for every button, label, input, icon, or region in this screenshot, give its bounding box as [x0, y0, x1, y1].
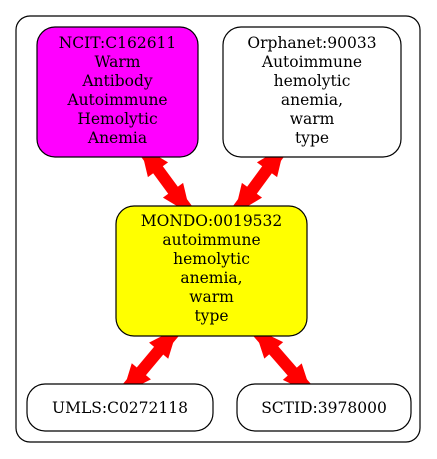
node-box	[236, 383, 412, 432]
node-label-line: Autoimmune	[261, 53, 362, 71]
node-umls: UMLS:C0272118	[26, 383, 214, 432]
node-label-line: Warm	[95, 53, 141, 71]
node-label-line: Anemia	[87, 129, 147, 147]
node-box	[26, 383, 214, 432]
node-id-label: UMLS:C0272118	[52, 399, 188, 417]
node-box	[36, 26, 199, 158]
node-id-label: NCIT:C162611	[59, 34, 177, 52]
node-label-line: autoimmune	[162, 231, 260, 249]
node-orphanet: Orphanet:90033Autoimmunehemolyticanemia,…	[222, 26, 402, 158]
node-label-line: Autoimmune	[66, 91, 167, 109]
node-id-label: MONDO:0019532	[141, 212, 283, 230]
node-label-line: warm	[290, 110, 335, 128]
node-ncit: NCIT:C162611WarmAntibodyAutoimmuneHemoly…	[36, 26, 199, 158]
edge-arrowhead-end	[234, 182, 263, 215]
nodes-layer: NCIT:C162611WarmAntibodyAutoimmuneHemoly…	[26, 26, 412, 432]
node-label-line: anemia,	[180, 269, 242, 287]
edge-orphanet-mondo	[231, 144, 288, 216]
node-box	[115, 205, 308, 337]
node-id-label: SCTID:3978000	[261, 399, 387, 417]
node-label-line: hemolytic	[274, 72, 351, 90]
node-box	[222, 26, 402, 158]
node-label-line: warm	[189, 288, 234, 306]
node-label-line: anemia,	[281, 91, 343, 109]
node-mondo: MONDO:0019532autoimmunehemolyticanemia,w…	[115, 205, 308, 337]
node-sctid: SCTID:3978000	[236, 383, 412, 432]
node-label-line: type	[295, 129, 329, 147]
edge-arrowhead-end	[162, 182, 191, 215]
node-id-label: Orphanet:90033	[247, 34, 376, 52]
node-label-line: Hemolytic	[77, 110, 157, 128]
node-label-line: Antibody	[81, 72, 153, 90]
node-label-line: type	[194, 307, 228, 325]
node-label-line: hemolytic	[173, 250, 250, 268]
